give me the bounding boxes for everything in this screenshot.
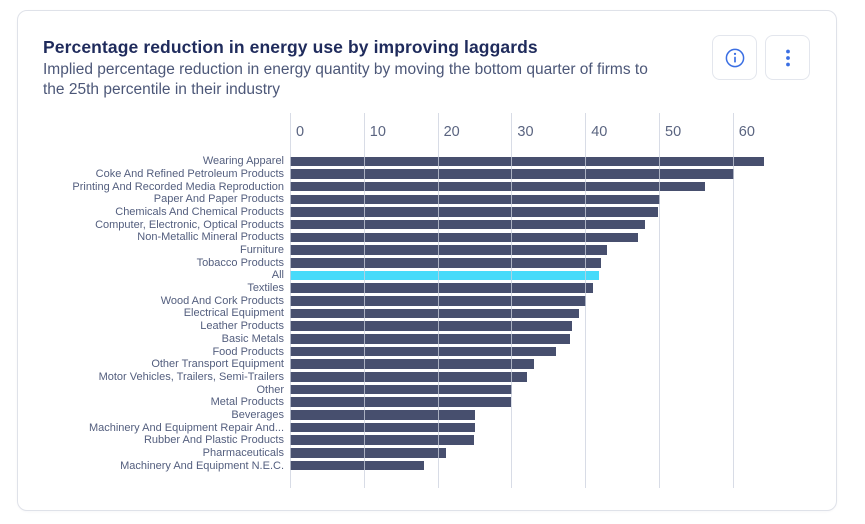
bar[interactable] xyxy=(290,334,571,344)
x-tick-label: 0 xyxy=(296,124,305,140)
category-label: Motor Vehicles, Trailers, Semi-Trailers xyxy=(98,370,284,383)
category-label: Leather Products xyxy=(200,320,284,333)
category-label: Rubber And Plastic Products xyxy=(143,434,284,447)
bar[interactable] xyxy=(290,156,764,167)
bar[interactable] xyxy=(290,257,602,268)
gridline xyxy=(511,113,513,488)
info-button[interactable] xyxy=(712,35,757,80)
x-tick-label: 30 xyxy=(517,124,534,140)
category-label: Other xyxy=(256,383,284,396)
category-label: Wearing Apparel xyxy=(202,155,284,168)
page-title: Percentage reduction in energy use by im… xyxy=(43,37,538,57)
highlighted-bar[interactable] xyxy=(290,270,600,281)
bar[interactable] xyxy=(290,397,512,407)
gridline xyxy=(659,113,660,488)
bar[interactable] xyxy=(290,245,608,255)
category-label: Machinery And Equipment Repair And... xyxy=(88,421,284,434)
bar[interactable] xyxy=(290,181,705,192)
category-label: All xyxy=(271,269,284,282)
gridline xyxy=(732,113,734,488)
x-tick-label: 40 xyxy=(591,124,608,140)
bar[interactable] xyxy=(290,321,572,331)
gridline xyxy=(437,113,439,488)
bar[interactable] xyxy=(290,435,474,446)
category-label: Basic Metals xyxy=(221,332,284,345)
category-label: Metal Products xyxy=(210,396,284,409)
category-label: Computer, Electronic, Optical Products xyxy=(95,218,284,231)
x-tick-label: 60 xyxy=(738,124,755,140)
bar-chart: 0 10 20 30 40 50 60 Wearing Apparel Coke And Ref… xyxy=(18,11,836,510)
x-tick-label: 50 xyxy=(665,124,682,140)
category-label: Chemicals And Chemical Products xyxy=(115,206,284,219)
category-label: Beverages xyxy=(231,408,284,421)
gridline xyxy=(585,113,587,488)
bar[interactable] xyxy=(290,232,639,243)
chart-subtitle: Implied percentage reduction in energy q… xyxy=(43,61,648,98)
bar[interactable] xyxy=(290,410,476,420)
category-label: Printing And Recorded Media Reproduction xyxy=(72,180,284,193)
bar[interactable] xyxy=(290,194,660,205)
category-label: Machinery And Equipment N.E.C. xyxy=(120,459,284,472)
bar[interactable] xyxy=(290,346,557,357)
category-label: Paper And Paper Products xyxy=(153,193,284,206)
bar[interactable] xyxy=(290,460,424,471)
x-tick-label: 10 xyxy=(369,124,386,140)
gridline xyxy=(363,113,365,488)
category-label: Textiles xyxy=(247,282,284,295)
info-icon xyxy=(724,47,746,69)
bar[interactable] xyxy=(290,384,513,395)
bar[interactable] xyxy=(290,308,579,319)
bar[interactable] xyxy=(290,359,534,369)
category-label: Non-Metallic Mineral Products xyxy=(137,231,284,244)
menu-button[interactable] xyxy=(765,35,810,80)
kebab-vertical-icon xyxy=(777,47,799,69)
bar[interactable] xyxy=(290,219,645,230)
x-tick-label: 20 xyxy=(443,124,460,140)
category-label: Wood And Cork Products xyxy=(160,294,284,307)
category-label: Furniture xyxy=(239,244,284,257)
bar[interactable] xyxy=(290,448,446,458)
gridline xyxy=(290,113,291,488)
category-label: Other Transport Equipment xyxy=(151,358,284,371)
category-label: Food Products xyxy=(212,345,284,358)
category-label: Coke And Refined Petroleum Products xyxy=(95,167,284,180)
bar[interactable] xyxy=(290,372,527,382)
bar[interactable] xyxy=(290,283,593,293)
chart-card: Percentage reduction in energy use by im… xyxy=(17,10,837,511)
category-label: Electrical Equipment xyxy=(183,307,284,320)
bar[interactable] xyxy=(290,422,475,433)
category-label: Pharmaceuticals xyxy=(202,446,284,459)
category-label: Tobacco Products xyxy=(196,256,284,269)
bar[interactable] xyxy=(290,207,659,217)
